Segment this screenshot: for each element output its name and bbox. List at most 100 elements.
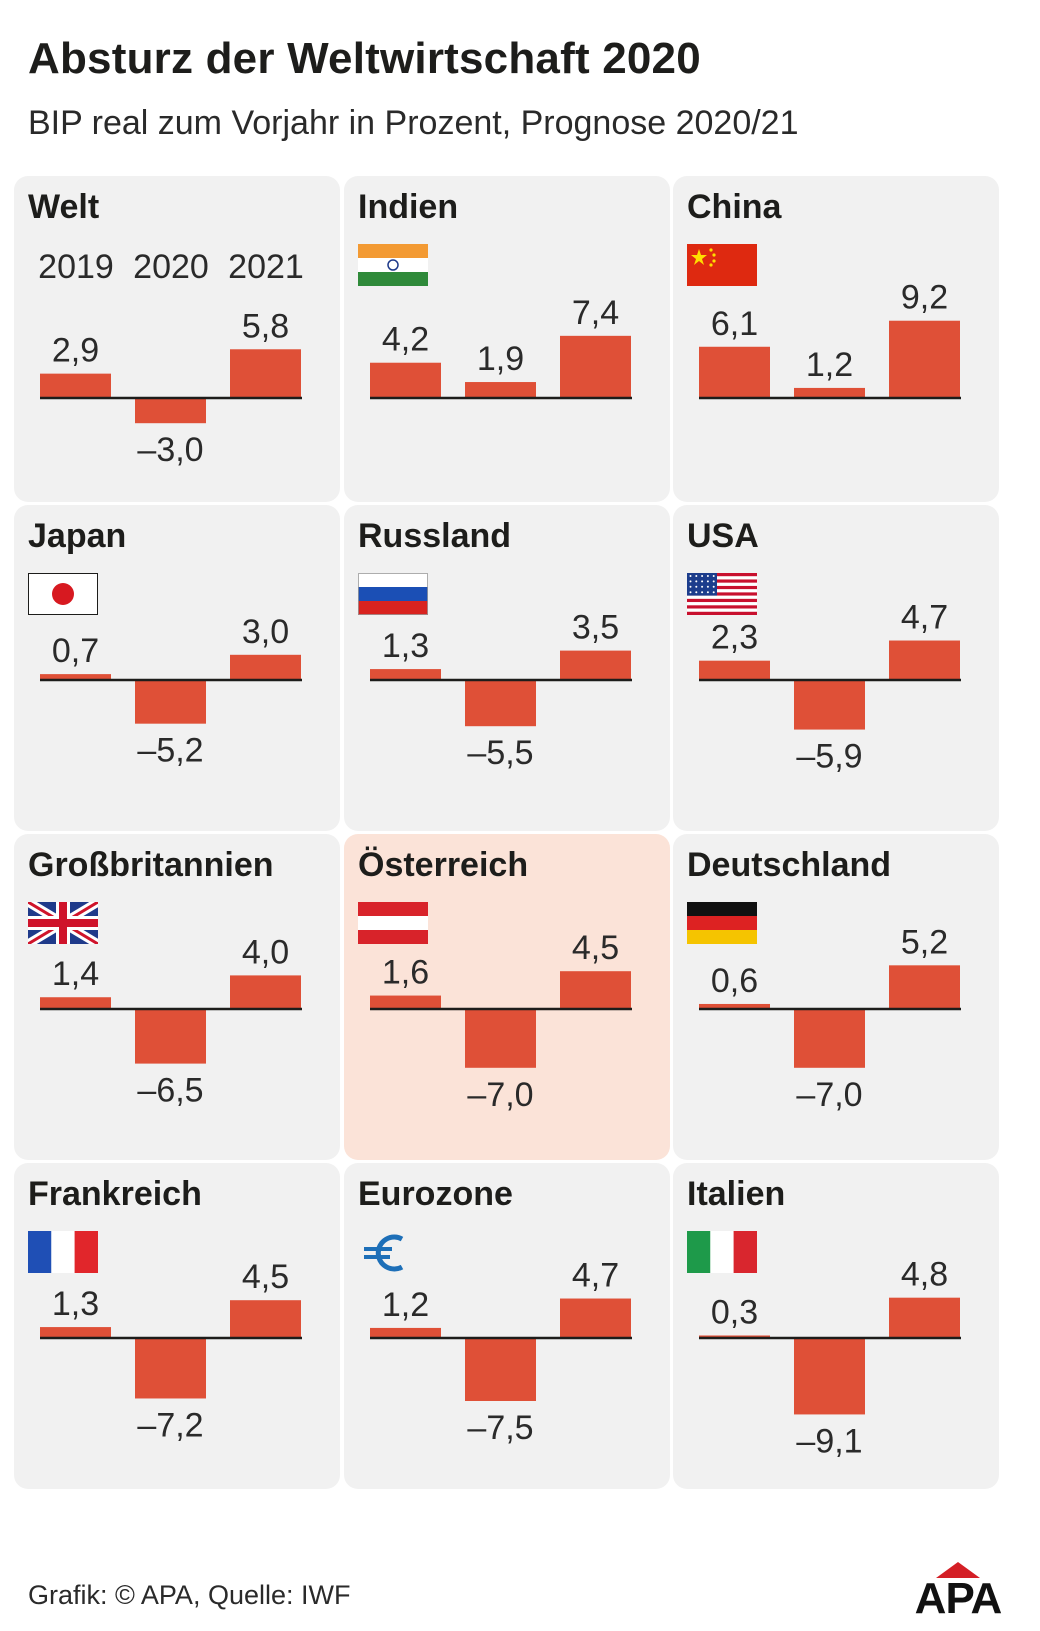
- value-label: 5,2: [901, 923, 948, 961]
- chart-panel: Frankreich 1,3 –7,2 4,5: [14, 1163, 340, 1489]
- value-label: 4,2: [382, 321, 429, 359]
- chart-subtitle: BIP real zum Vorjahr in Prozent, Prognos…: [28, 104, 799, 142]
- value-label: –5,5: [467, 734, 533, 772]
- bar-2021: [230, 1300, 301, 1338]
- bar-2020: [135, 1338, 206, 1399]
- value-label: –5,2: [137, 732, 203, 770]
- bar-2020: [135, 680, 206, 724]
- bar-plot: 0,6 –7,0 5,2: [699, 923, 961, 1114]
- value-label: –3,0: [137, 431, 203, 469]
- bar-plot: 0,7 –5,2 3,0: [40, 613, 302, 770]
- bar-2021: [889, 320, 960, 398]
- value-label: –7,5: [467, 1409, 533, 1447]
- india-flag-icon: [358, 244, 428, 286]
- value-label: 0,7: [52, 632, 99, 670]
- value-label: 1,9: [477, 340, 524, 378]
- panel-title: Japan: [28, 517, 127, 555]
- bar-2021: [560, 335, 631, 398]
- source-footer: Grafik: © APA, Quelle: IWF: [28, 1580, 351, 1610]
- bar-plot: 1,3 –5,5 3,5: [370, 609, 632, 772]
- bar-2020: [465, 1338, 536, 1401]
- value-label: 4,7: [572, 1257, 619, 1295]
- value-label: 4,5: [572, 929, 619, 967]
- chart-panel: China 6,1 1,2 9,2: [673, 176, 999, 502]
- bar-2020: [465, 382, 536, 398]
- austria-flag-icon: [358, 902, 428, 944]
- value-label: 1,4: [52, 955, 99, 993]
- bar-2019: [370, 1327, 441, 1338]
- bar-2020: [794, 387, 865, 398]
- panel-title: Welt: [28, 188, 100, 226]
- panel-title: Österreich: [358, 846, 529, 884]
- bar-2021: [889, 1297, 960, 1338]
- bar-2020: [135, 398, 206, 424]
- bar-2020: [794, 680, 865, 730]
- bar-plot: 4,2 1,9 7,4: [370, 294, 632, 400]
- panel-title: Indien: [358, 188, 459, 226]
- bar-plot: 2,3 –5,9 4,7: [699, 599, 961, 776]
- bar-2019: [40, 674, 111, 680]
- value-label: –9,1: [796, 1422, 862, 1460]
- bar-2021: [230, 654, 301, 680]
- chart-panel: USA 2,3 –5,9 4,7: [673, 505, 999, 831]
- value-label: 3,5: [572, 609, 619, 647]
- value-label: 2,9: [52, 332, 99, 370]
- panel-title: Russland: [358, 517, 512, 555]
- bar-2020: [794, 1009, 865, 1068]
- value-label: –5,9: [796, 738, 862, 776]
- value-label: 7,4: [572, 294, 619, 332]
- panel-title: China: [687, 188, 782, 226]
- chart-panel: Italien 0,3 –9,1 4,8: [673, 1163, 999, 1489]
- value-label: 4,8: [901, 1256, 948, 1294]
- value-label: 4,5: [242, 1258, 289, 1296]
- panel-title: Deutschland: [687, 846, 892, 884]
- china-flag-icon: [687, 244, 757, 286]
- panel-title: Eurozone: [358, 1175, 513, 1213]
- russia-flag-icon: [358, 573, 428, 615]
- panel-title: Frankreich: [28, 1175, 202, 1213]
- chart-panel: Japan 0,7 –5,2 3,0: [14, 505, 340, 831]
- value-label: 1,2: [382, 1286, 429, 1324]
- bar-plot: 0,3 –9,1 4,8: [699, 1256, 961, 1460]
- value-label: 4,7: [901, 599, 948, 637]
- euro-icon: [358, 1231, 428, 1273]
- chart-panel: Großbritannien 1,4 –6,5 4,0: [14, 834, 340, 1160]
- bar-plot: 1,6 –7,0 4,5: [370, 929, 632, 1114]
- bar-2021: [889, 640, 960, 680]
- chart-title: Absturz der Weltwirtschaft 2020: [28, 34, 701, 83]
- bar-plot: 6,1 1,2 9,2: [699, 279, 961, 400]
- value-label: 9,2: [901, 279, 948, 317]
- bar-2019: [40, 1327, 111, 1338]
- chart-panel: Eurozone 1,2 –7,5 4,7: [344, 1163, 670, 1489]
- value-label: 2,3: [711, 619, 758, 657]
- chart-panel: Österreich 1,6 –7,0 4,5: [344, 834, 670, 1160]
- panel-title: Großbritannien: [28, 846, 274, 884]
- bar-2019: [699, 660, 770, 680]
- bar-2019: [40, 373, 111, 398]
- chart-panel: Welt 2019 2020 2021 2,9 –3,0 5,8: [14, 176, 340, 502]
- bar-plot: 1,4 –6,5 4,0: [40, 933, 302, 1110]
- value-label: –6,5: [137, 1072, 203, 1110]
- bar-2019: [699, 1003, 770, 1009]
- bar-2019: [370, 995, 441, 1009]
- value-label: –7,0: [796, 1076, 862, 1114]
- value-label: 4,0: [242, 933, 289, 971]
- value-label: 1,3: [382, 627, 429, 665]
- bar-2021: [230, 975, 301, 1009]
- apa-logo: APA: [900, 1560, 1016, 1623]
- france-flag-icon: [28, 1231, 98, 1273]
- chart-panel: Indien 4,2 1,9 7,4: [344, 176, 670, 502]
- year-label: 2020: [133, 248, 209, 286]
- panel-title: Italien: [687, 1175, 786, 1213]
- bar-plot: 1,3 –7,2 4,5: [40, 1258, 302, 1444]
- panel-title: USA: [687, 517, 759, 555]
- bar-2020: [465, 680, 536, 727]
- bar-2019: [699, 346, 770, 398]
- bar-2020: [794, 1338, 865, 1415]
- bar-2021: [889, 965, 960, 1009]
- year-label: 2019: [38, 248, 114, 286]
- bar-2020: [135, 1009, 206, 1064]
- chart-panel: Deutschland 0,6 –7,0 5,2: [673, 834, 999, 1160]
- chart-panel: Russland 1,3 –5,5 3,5: [344, 505, 670, 831]
